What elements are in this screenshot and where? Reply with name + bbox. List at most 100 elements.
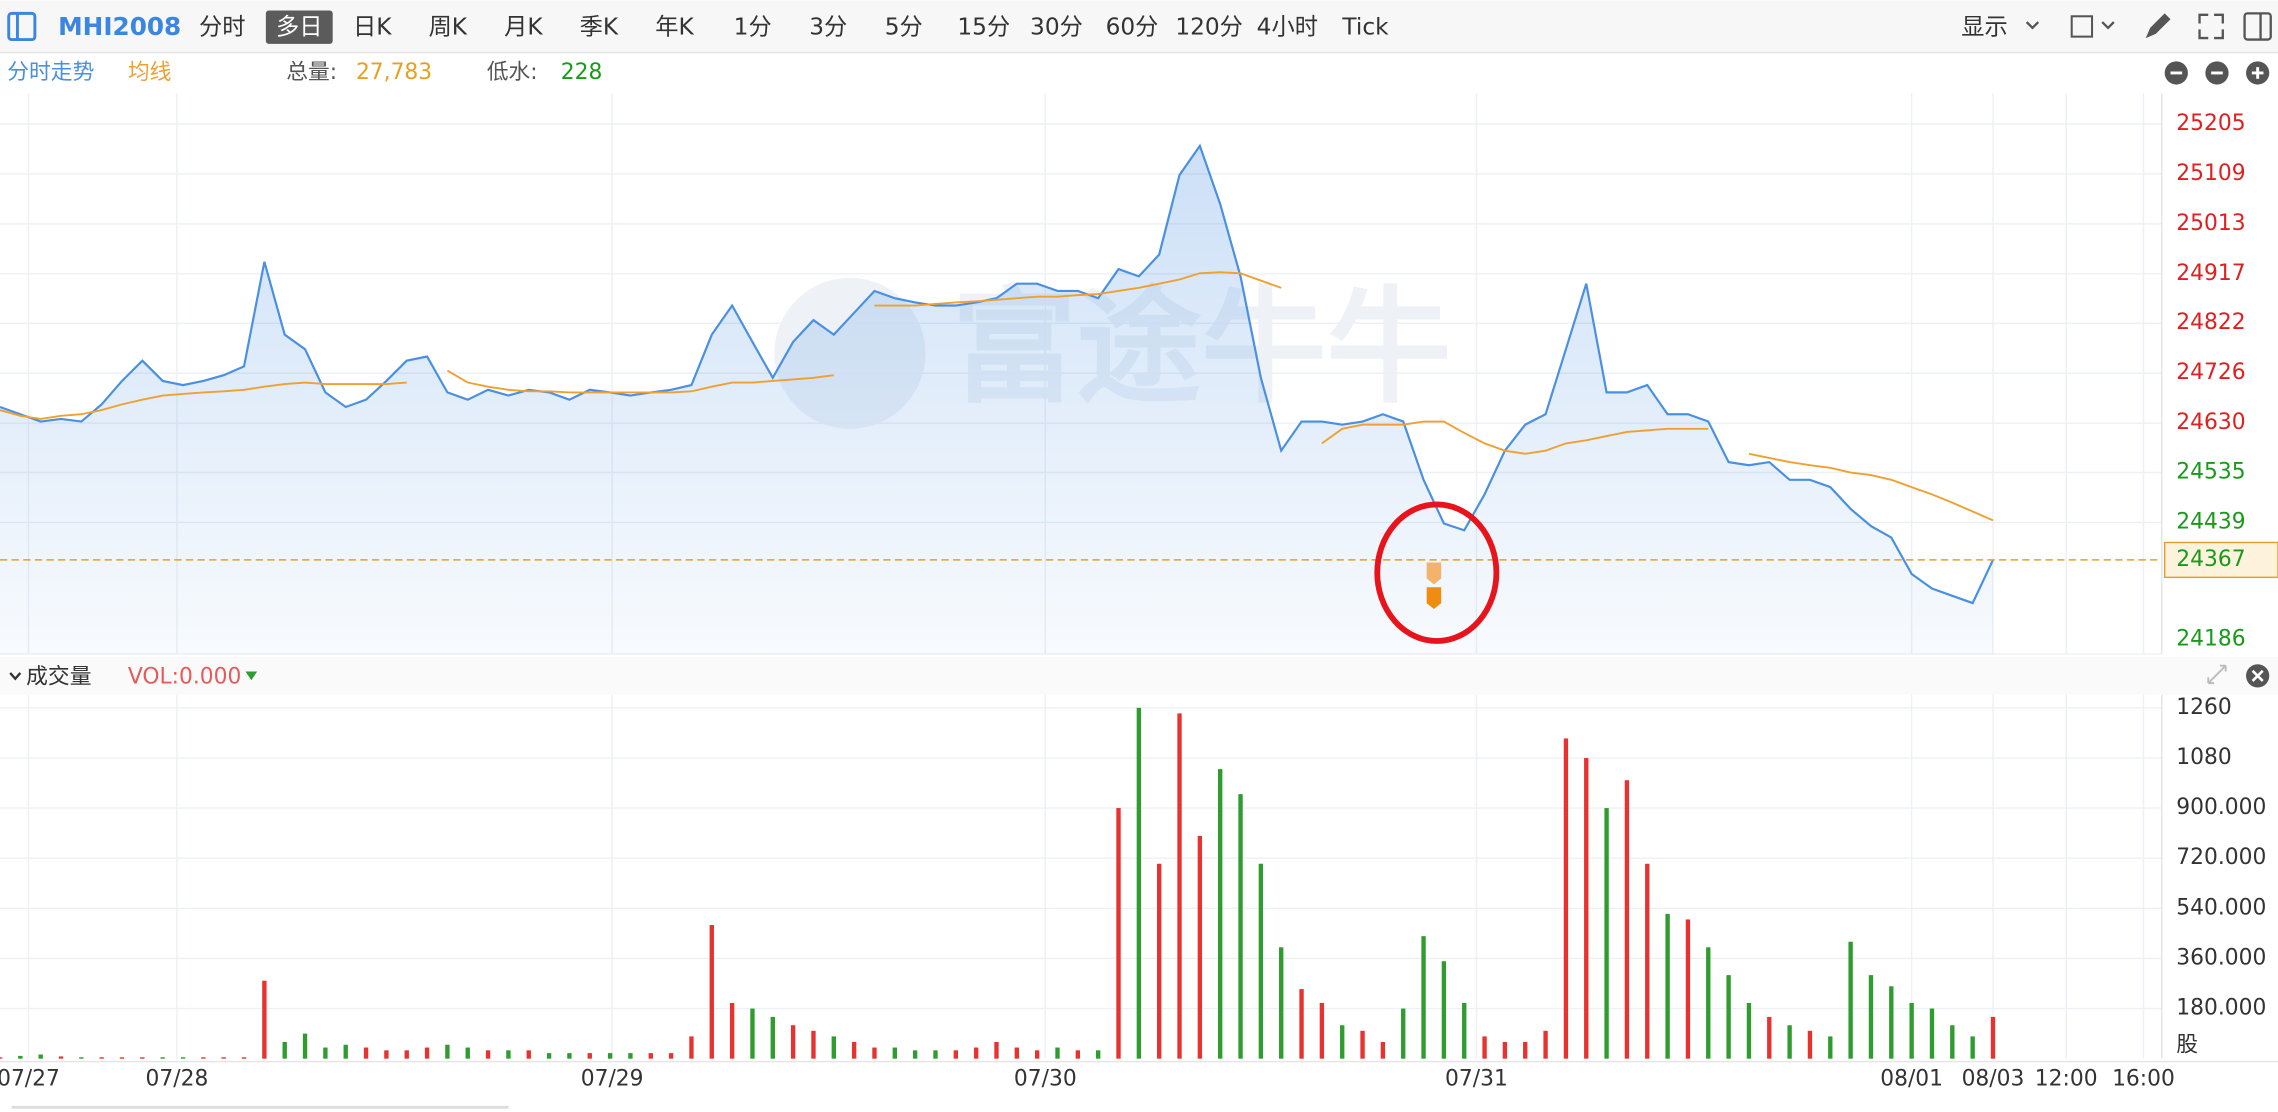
volume-bar (1401, 1008, 1406, 1059)
timeframe-tab[interactable]: 120分 (1175, 13, 1243, 40)
timeframe-tab[interactable]: 月K (504, 13, 543, 40)
checkbox-icon[interactable] (2070, 15, 2094, 38)
close-glyph (2251, 669, 2264, 682)
y-tick-label: 25109 (2176, 161, 2245, 186)
volume-bar (790, 1025, 796, 1059)
timeframe-tab[interactable]: 4小时 (1257, 13, 1318, 40)
volume-panel: 1260 1080 900.000 720.000 540.000 360.000 180.… (0, 694, 2278, 1092)
volume-bar (160, 1057, 165, 1059)
y-tick-label: 25205 (2176, 111, 2245, 136)
timeframe-tab[interactable]: 分时 (199, 13, 245, 40)
volume-value: 27,783 (356, 60, 432, 85)
x-tick-label: 07/27 (0, 1067, 60, 1092)
volume-bar (1990, 1016, 1996, 1059)
timeframe-tab[interactable]: 5分 (885, 13, 923, 40)
volume-bar (1828, 1036, 1833, 1059)
display-menu[interactable]: 显示 (1961, 13, 2007, 40)
y-tick-label: 24726 (2176, 360, 2245, 385)
indicator-caret[interactable] (245, 671, 258, 681)
highlight-circle (1374, 501, 1500, 644)
volume-bar (994, 1041, 999, 1059)
x-tick-label: 08/03 (1962, 1067, 2025, 1092)
x-tick-label: 07/31 (1445, 1067, 1508, 1092)
volume-bar (1604, 808, 1609, 1059)
zoom-buttons (2164, 61, 2270, 85)
volume-bar (1706, 947, 1711, 1059)
price-area (0, 145, 1993, 655)
legend-entry[interactable]: 分时走势 (7, 60, 94, 85)
y-tick-label: 24917 (2176, 261, 2245, 286)
x-tick-label: 07/29 (581, 1067, 644, 1092)
volume-bar (99, 1057, 104, 1059)
volume-bar (38, 1054, 43, 1059)
y-tick-label: 900.000 (2176, 795, 2266, 820)
volume-bar (465, 1047, 470, 1059)
volume-bar (1340, 1025, 1345, 1059)
zoom-in-glyph (2251, 67, 2264, 79)
volume-bar (973, 1047, 979, 1059)
timeframe-tab[interactable]: 日K (353, 13, 392, 40)
volume-bar (1584, 757, 1589, 1059)
timeframe-tab[interactable]: Tick (1341, 13, 1389, 40)
sidebar-icon[interactable] (2243, 12, 2272, 41)
price-line (0, 143, 1994, 605)
volume-bar (180, 1057, 186, 1059)
timeframe-tab[interactable]: 年K (655, 13, 694, 40)
checkbox-caret (2101, 21, 2115, 30)
volume-collapse-caret[interactable] (9, 672, 22, 681)
volume-bar (1543, 1030, 1548, 1059)
volume-bar (302, 1033, 308, 1059)
expand-icon[interactable] (2207, 664, 2227, 685)
volume-bar (1726, 975, 1731, 1059)
volume-bar (953, 1050, 958, 1059)
volume-bar (0, 1057, 3, 1059)
volume-bar (1441, 961, 1447, 1059)
volume-bar (201, 1057, 206, 1059)
volume-bar (119, 1057, 125, 1059)
timeframe-tab[interactable]: 15分 (957, 13, 1010, 40)
volume-bar (750, 1008, 755, 1059)
volume-bar (1523, 1041, 1528, 1059)
timeframe-tab[interactable]: 3分 (809, 13, 847, 40)
volume-bar (1197, 835, 1203, 1059)
y-tick-label: 1080 (2176, 745, 2231, 770)
timeframe-tab[interactable]: 多日 (276, 13, 322, 40)
draw-icon[interactable] (2145, 13, 2171, 39)
volume-bar (221, 1057, 226, 1059)
volume-bar (892, 1047, 897, 1059)
volume-bar (445, 1044, 450, 1059)
volume-bar (1462, 1002, 1467, 1059)
timeframe-tab[interactable]: 30分 (1030, 13, 1083, 40)
volume-bar (587, 1053, 592, 1059)
legend-entry[interactable]: 均线 (128, 60, 172, 85)
trade-marker[interactable] (1426, 587, 1442, 610)
fullscreen-icon[interactable] (2198, 13, 2224, 40)
timeframe-tab[interactable]: 1分 (734, 13, 772, 40)
volume-bar (1807, 1030, 1813, 1059)
volume-bar (1787, 1025, 1792, 1059)
y-tick-label: 540.000 (2176, 895, 2266, 920)
volume-bar (1360, 1030, 1365, 1059)
volume-bar (1746, 1002, 1752, 1059)
timeframe-tab[interactable]: 周K (429, 13, 468, 40)
volume-bar (1909, 1002, 1914, 1059)
symbol[interactable]: MHI2008 (58, 12, 181, 41)
volume-bar (1502, 1041, 1508, 1059)
volume-bar (546, 1053, 552, 1059)
volume-bar (506, 1050, 511, 1059)
y-tick-label: 360.000 (2176, 945, 2266, 970)
volume-bar (363, 1047, 369, 1059)
volume-bar (1095, 1050, 1101, 1059)
volume-bar (241, 1057, 247, 1059)
volume-bar (1868, 975, 1874, 1059)
timeframe-tab[interactable]: 季K (580, 13, 619, 40)
trade-marker[interactable] (1426, 562, 1442, 585)
panel-toggle-icon[interactable] (7, 11, 37, 41)
volume-bar (1970, 1036, 1975, 1059)
volume-bar (729, 1002, 735, 1059)
volume-bar (567, 1053, 572, 1059)
toolbar-bg (0, 0, 2278, 53)
volume-bar (709, 925, 714, 1059)
timeframe-tab[interactable]: 60分 (1106, 13, 1159, 40)
